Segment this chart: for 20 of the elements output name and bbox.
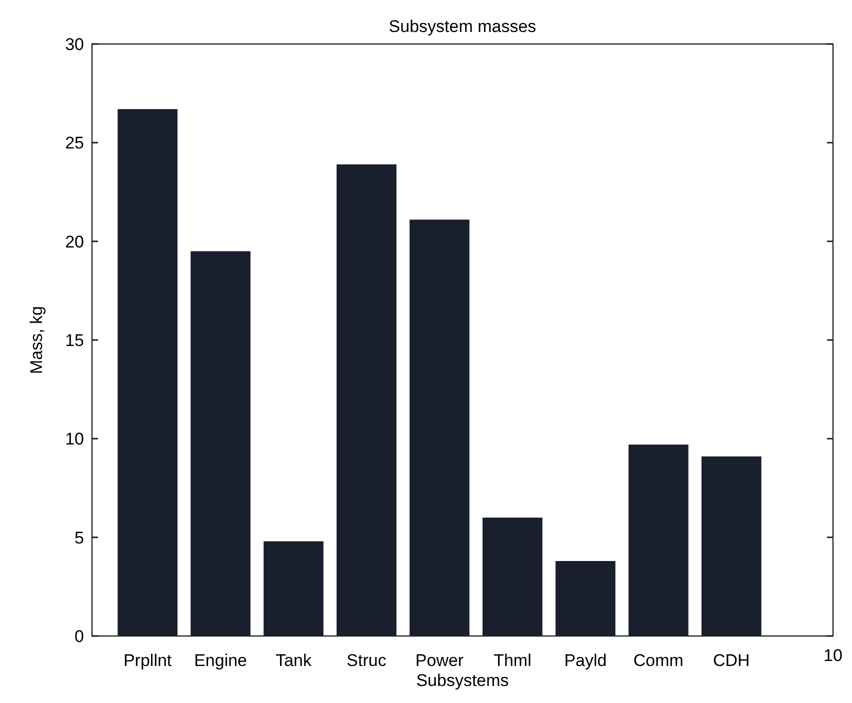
x-tick-label: Comm <box>633 651 684 670</box>
y-tick-label: 25 <box>65 134 84 153</box>
x-tick-label: Power <box>415 651 464 670</box>
y-tick-label: 0 <box>74 626 84 646</box>
y-tick-label: 20 <box>65 232 84 252</box>
x-tick-label: CDH <box>713 651 750 670</box>
x-tick-label: Prpllnt <box>123 651 172 670</box>
x-tick-label: Thml <box>494 651 532 670</box>
x-axis-title: Subsystems <box>416 671 509 690</box>
y-tick-label: 15 <box>65 330 84 350</box>
y-axis-title: Mass, kg <box>27 306 46 374</box>
y-tick-label: 30 <box>65 34 84 54</box>
y-tick-label: 5 <box>74 528 84 548</box>
x-tick-label: Engine <box>194 651 248 670</box>
x-tick-label: Tank <box>276 651 312 670</box>
text: 10 <box>824 646 842 665</box>
x-tick-label: Struc <box>346 651 387 670</box>
x-tick-label: Payld <box>564 651 607 670</box>
y-tick-label: 10 <box>65 430 84 449</box>
chart-title: Subsystem masses <box>388 17 536 36</box>
